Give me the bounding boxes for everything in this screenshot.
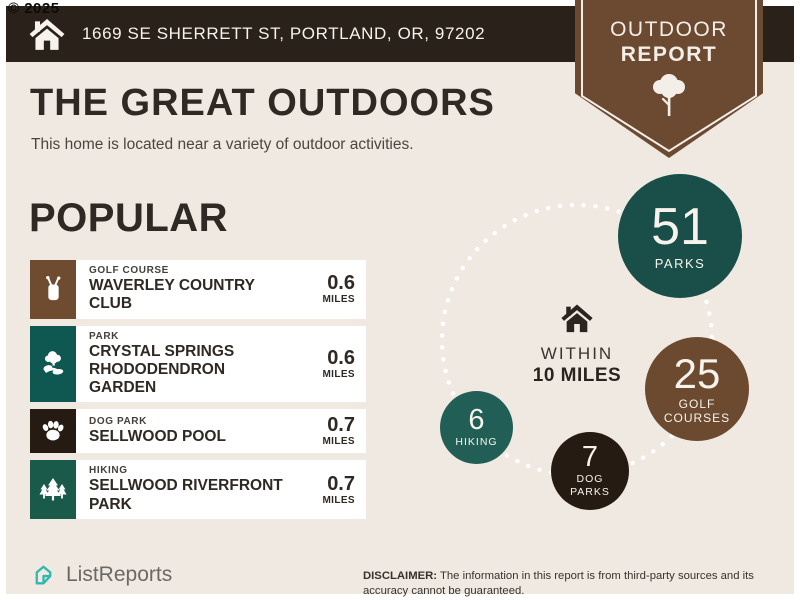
- golf-courses-count: 25: [673, 349, 721, 397]
- parks-count: 51: [651, 197, 709, 256]
- golf-bag-icon: [30, 260, 76, 319]
- home-icon: [29, 18, 65, 50]
- item-name: WAVERLEY COUNTRY CLUB: [89, 277, 255, 313]
- list-item-golf-course: GOLF COURSE WAVERLEY COUNTRY CLUB 0.6 MI…: [30, 260, 366, 319]
- badge-border: [581, 0, 757, 153]
- dog-parks-count: 7: [581, 441, 599, 474]
- item-distance-unit: MILES: [322, 294, 355, 306]
- parks-label: PARKS: [654, 255, 706, 271]
- popular-heading: POPULAR: [29, 196, 229, 240]
- item-distance-unit: MILES: [322, 436, 355, 448]
- list-item-park: PARK CRYSTAL SPRINGS RHODODENDRON GARDEN…: [30, 325, 366, 403]
- item-distance: 0.7: [327, 414, 355, 437]
- disclaimer-text: The information in this report is from t…: [363, 570, 754, 597]
- list-item-dog-park: DOG PARK SELLWOOD POOL 0.7 MILES: [30, 409, 366, 454]
- brand-name: ListReports: [66, 562, 173, 586]
- golf-courses-label: GOLF COURSES: [663, 396, 731, 425]
- radius-center-label: WITHIN 10 MILES: [517, 301, 637, 387]
- popular-list: GOLF COURSE WAVERLEY COUNTRY CLUB 0.6 MI…: [30, 260, 366, 519]
- within-text: WITHIN: [540, 344, 614, 363]
- item-distance: 0.7: [327, 472, 355, 495]
- pine-trees-icon: [30, 460, 76, 519]
- list-item-hiking: HIKING SELLWOOD RIVERFRONT PARK 0.7 MILE…: [30, 460, 366, 519]
- dog-parks-count-bubble: 7 DOG PARKS: [551, 432, 629, 510]
- page-subtitle: This home is located near a variety of o…: [31, 136, 414, 153]
- home-icon: [561, 304, 593, 333]
- radius-miles-text: 10 MILES: [532, 365, 622, 386]
- item-distance: 0.6: [327, 272, 355, 295]
- hiking-label: HIKING: [455, 436, 498, 449]
- disclaimer: DISCLAIMER: The information in this repo…: [363, 569, 783, 598]
- item-distance-unit: MILES: [322, 494, 355, 506]
- copyright-watermark: © 2025: [8, 0, 60, 17]
- golf-courses-count-bubble: 25 GOLF COURSES: [645, 337, 749, 441]
- item-category: GOLF COURSE: [89, 265, 169, 276]
- parks-count-bubble: 51 PARKS: [618, 174, 742, 298]
- property-address: 1669 SE SHERRETT ST, PORTLAND, OR, 97202: [82, 24, 486, 43]
- item-name: SELLWOOD RIVERFRONT PARK: [89, 477, 283, 513]
- disclaimer-label: DISCLAIMER:: [363, 570, 438, 583]
- item-distance-unit: MILES: [322, 368, 355, 380]
- paw-icon: [30, 409, 76, 454]
- item-category: PARK: [89, 330, 119, 342]
- park-tree-icon: [30, 325, 76, 403]
- hiking-count-bubble: 6 HIKING: [440, 391, 513, 464]
- item-category: HIKING: [89, 465, 128, 477]
- tree-icon: [653, 74, 685, 116]
- listreports-brand: ListReports: [30, 561, 172, 588]
- page-title: THE GREAT OUTDOORS: [30, 82, 495, 124]
- badge-line2: REPORT: [620, 43, 718, 66]
- listreports-logo-icon: [35, 565, 52, 585]
- item-distance: 0.6: [327, 346, 355, 369]
- item-name: SELLWOOD POOL: [89, 428, 226, 446]
- item-name: CRYSTAL SPRINGS RHODODENDRON GARDEN: [89, 342, 235, 397]
- item-category: DOG PARK: [89, 416, 147, 428]
- badge-line1: OUTDOOR: [610, 18, 728, 41]
- dog-parks-label: DOG PARKS: [570, 473, 610, 498]
- hiking-count: 6: [468, 404, 485, 437]
